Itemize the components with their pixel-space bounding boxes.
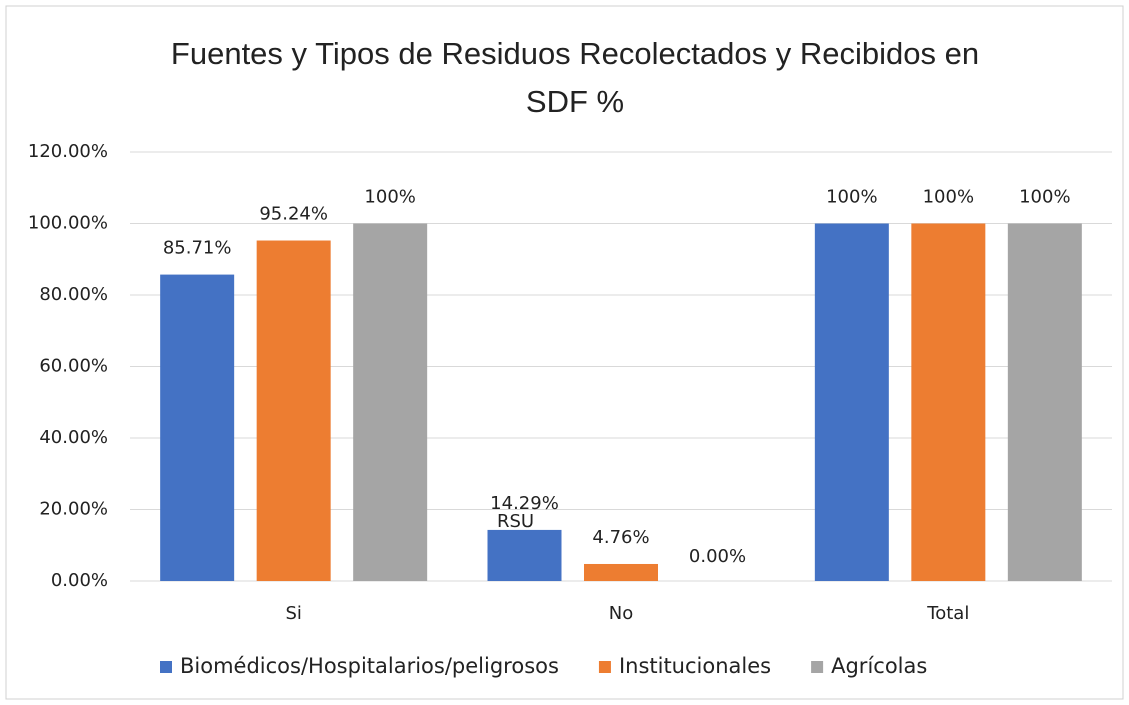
chart-border <box>5 5 1124 700</box>
y-tick-label: 20.00% <box>39 499 108 520</box>
legend-swatch <box>811 661 824 673</box>
bar <box>911 223 986 581</box>
bar <box>256 240 331 581</box>
bar <box>584 563 658 581</box>
bar <box>1007 223 1082 581</box>
legend-label: Institucionales <box>619 654 771 678</box>
legend-label: Agrícolas <box>831 654 927 678</box>
bar <box>353 223 428 581</box>
data-label: 0.00% <box>689 546 746 567</box>
data-label: 95.24% <box>259 204 328 225</box>
legend-swatch <box>598 661 611 673</box>
y-tick-label: 120.00% <box>28 141 108 162</box>
x-tick-label: Si <box>285 603 301 624</box>
y-tick-label: 100.00% <box>28 213 108 234</box>
data-label: 100% <box>364 187 415 208</box>
y-tick-label: 80.00% <box>39 284 108 305</box>
x-tick-label: Total <box>926 603 969 624</box>
data-label: 85.71% <box>163 238 232 259</box>
bar <box>160 274 235 581</box>
legend-swatch <box>160 661 172 673</box>
y-tick-label: 40.00% <box>39 427 108 448</box>
chart-title: Fuentes y Tipos de Residuos Recolectados… <box>170 36 980 119</box>
legend-label: Biomédicos/Hospitalarios/peligrosos <box>180 654 559 678</box>
data-label: 100% <box>923 187 974 208</box>
data-label: 14.29% <box>490 493 559 514</box>
annotation: RSU <box>497 511 534 532</box>
data-label: 100% <box>826 187 877 208</box>
x-tick-label: No <box>609 603 633 624</box>
data-label: 100% <box>1019 187 1070 208</box>
bar <box>814 223 889 581</box>
y-tick-label: 60.00% <box>39 356 108 377</box>
data-label: 4.76% <box>592 527 649 548</box>
y-tick-label: 0.00% <box>51 570 108 591</box>
bar <box>487 529 562 581</box>
